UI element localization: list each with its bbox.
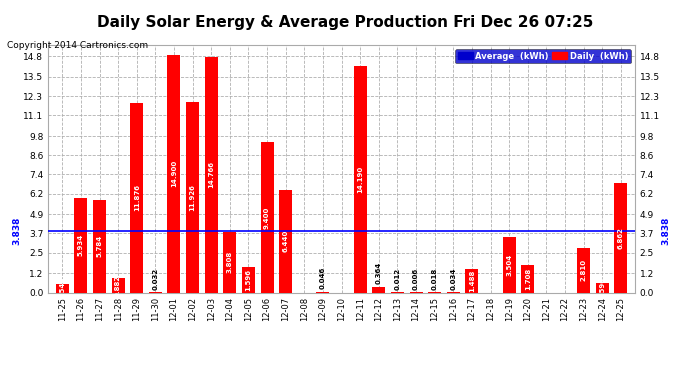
Text: 3.808: 3.808 [227,251,233,273]
Bar [112,278,125,292]
Bar [502,237,515,292]
Text: 0.882: 0.882 [115,274,121,297]
Bar [577,248,590,292]
Text: 1.488: 1.488 [469,269,475,292]
Text: 6.440: 6.440 [283,230,288,252]
Bar [614,183,627,292]
Text: 3.504: 3.504 [506,254,512,276]
Text: 11.926: 11.926 [190,184,195,211]
Text: 3.838: 3.838 [661,217,671,245]
Bar [521,265,534,292]
Text: 14.766: 14.766 [208,161,214,188]
Bar [373,287,385,292]
Text: 5.934: 5.934 [78,234,84,256]
Text: 1.708: 1.708 [524,268,531,290]
Bar [130,103,144,292]
Bar [279,190,292,292]
Text: 0.012: 0.012 [395,268,400,290]
Text: 2.810: 2.810 [580,259,586,281]
Text: 0.590: 0.590 [599,277,605,299]
Bar [224,232,237,292]
Bar [168,55,181,292]
Text: 6.862: 6.862 [618,227,624,249]
Text: 0.544: 0.544 [59,277,66,299]
Text: 0.046: 0.046 [320,267,326,290]
Bar [261,142,274,292]
Text: Daily Solar Energy & Average Production Fri Dec 26 07:25: Daily Solar Energy & Average Production … [97,15,593,30]
Bar [595,283,609,292]
Text: 14.900: 14.900 [171,160,177,187]
Bar [354,66,366,292]
Text: 14.190: 14.190 [357,166,363,193]
Bar [205,57,218,292]
Text: 0.032: 0.032 [152,267,159,290]
Text: 0.006: 0.006 [413,268,419,290]
Bar [242,267,255,292]
Bar [465,269,478,292]
Text: 0.364: 0.364 [376,262,382,284]
Text: 5.784: 5.784 [97,235,103,258]
Bar [186,102,199,292]
Text: 3.838: 3.838 [12,217,22,245]
Text: 1.596: 1.596 [246,269,251,291]
Text: 9.400: 9.400 [264,206,270,229]
Text: 11.876: 11.876 [134,184,140,211]
Bar [56,284,69,292]
Bar [75,198,88,292]
Text: Copyright 2014 Cartronics.com: Copyright 2014 Cartronics.com [7,41,148,50]
Text: 0.018: 0.018 [432,268,437,290]
Bar [93,200,106,292]
Text: 0.034: 0.034 [451,267,456,290]
Legend: Average  (kWh), Daily  (kWh): Average (kWh), Daily (kWh) [455,49,631,63]
